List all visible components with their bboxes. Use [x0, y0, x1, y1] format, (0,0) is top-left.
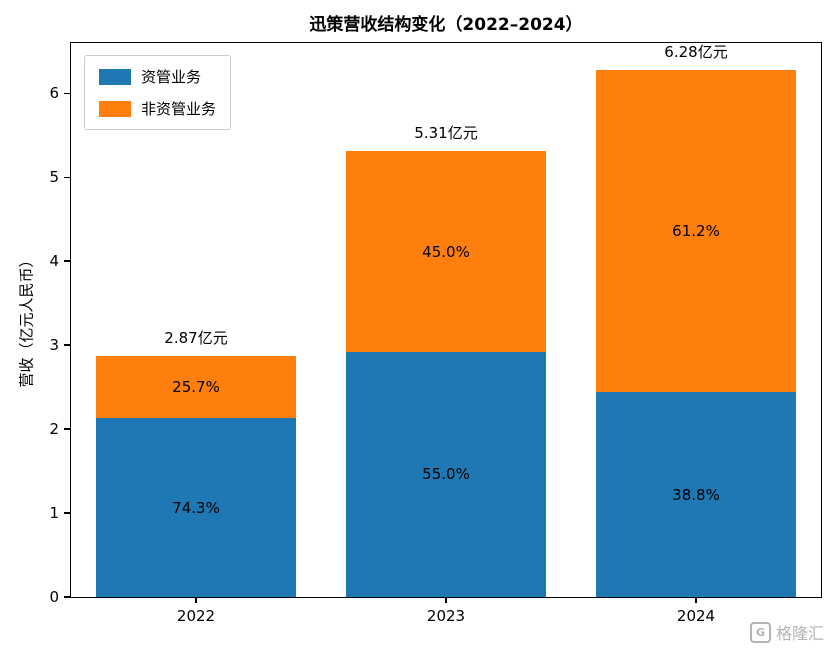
y-tick-label: 0: [49, 588, 59, 606]
x-tick-mark: [695, 597, 697, 603]
y-tick-mark: [64, 344, 70, 346]
y-tick-label: 1: [49, 504, 59, 523]
y-tick-mark: [64, 92, 70, 95]
y-tick-label: 2: [49, 420, 59, 439]
bar-total-label: 6.28亿元: [664, 42, 728, 61]
x-tick-mark: [195, 597, 197, 603]
bar-segment: [96, 418, 296, 597]
bar-percentage-label: 25.7%: [172, 378, 220, 397]
y-tick-mark: [64, 596, 70, 598]
bar-total-label: 5.31亿元: [414, 124, 478, 143]
gelonghui-logo-icon: G: [749, 621, 771, 643]
bar-segment: [346, 151, 546, 352]
x-tick-label: 2023: [426, 607, 466, 625]
y-axis-label: 营收（亿元人民币）: [17, 252, 36, 388]
x-tick-label: 2024: [676, 607, 716, 625]
bar-segment: [596, 392, 796, 597]
bar-percentage-label: 61.2%: [672, 222, 720, 241]
y-tick-mark: [64, 512, 70, 514]
x-tick-label: 2022: [176, 607, 216, 625]
legend-label: 资管业务: [141, 68, 202, 86]
bar-percentage-label: 74.3%: [172, 498, 220, 517]
bar-percentage-label: 38.8%: [672, 485, 720, 504]
y-tick-label: 5: [49, 168, 59, 187]
legend-swatch: [99, 100, 131, 117]
chart-title: 迅策营收结构变化（2022–2024）: [309, 15, 583, 35]
y-tick-label: 3: [49, 336, 59, 355]
y-tick-mark: [64, 260, 70, 262]
bar-segment: [346, 351, 546, 597]
bar-segment: [96, 356, 296, 419]
y-tick-mark: [64, 428, 70, 430]
bar-total-label: 2.87亿元: [164, 329, 228, 348]
legend-label: 非资管业务: [141, 100, 217, 118]
watermark-text: 格隆汇: [775, 624, 824, 643]
legend-swatch: [99, 68, 131, 85]
legend-item: 非资管业务: [99, 98, 216, 119]
bar-percentage-label: 45.0%: [422, 242, 470, 261]
legend-item: 资管业务: [99, 66, 216, 87]
bar-percentage-label: 55.0%: [422, 465, 470, 484]
plot-area: 0 1 2 3 4 5 6 2022 74.3% 25.7% 2.87亿元 2023 55.0% 45.0…: [49, 42, 822, 625]
x-tick-mark: [445, 597, 447, 603]
y-tick-mark: [64, 176, 70, 179]
y-tick-label: 4: [49, 252, 59, 271]
y-tick-label: 6: [49, 84, 59, 103]
bar-segment: [596, 69, 796, 393]
legend: 资管业务 非资管业务: [84, 55, 232, 130]
watermark: G 格隆汇: [749, 620, 824, 644]
